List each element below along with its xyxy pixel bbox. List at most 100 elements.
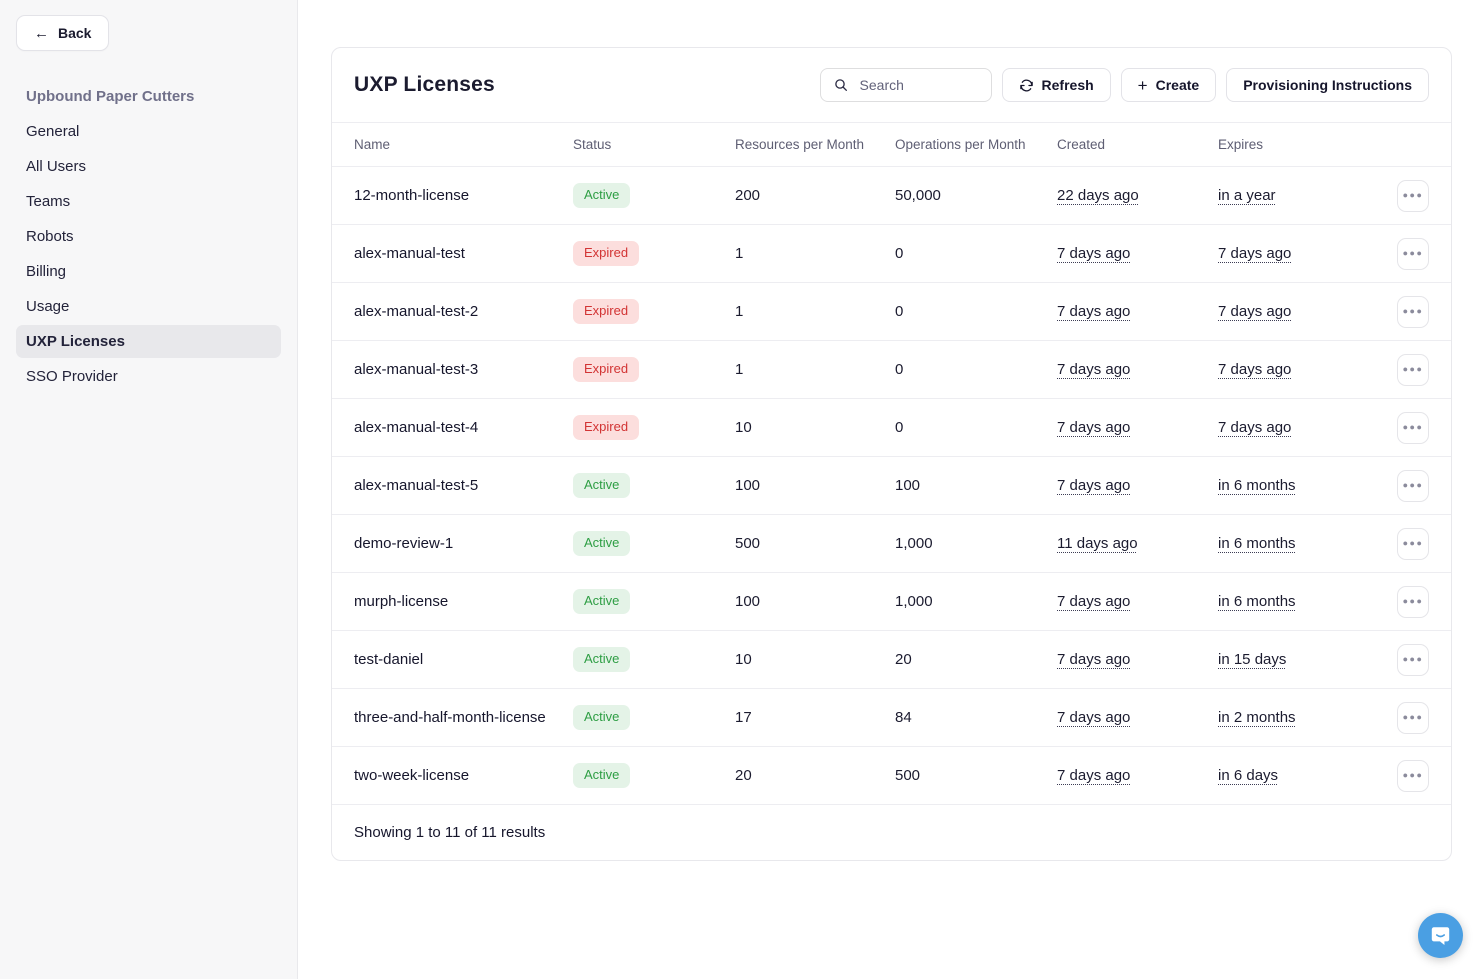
table-body: 12-month-license Active 200 50,000 22 days a…	[332, 167, 1451, 805]
chat-launcher-button[interactable]	[1418, 913, 1463, 958]
expires-cell: in 2 months	[1218, 709, 1383, 726]
back-button[interactable]: ← Back	[16, 15, 110, 51]
refresh-button-label: Refresh	[1041, 77, 1094, 93]
sidebar-item-billing[interactable]: Billing	[26, 263, 67, 280]
status-badge: Active	[573, 647, 631, 672]
status-badge: Active	[573, 705, 631, 730]
created-timestamp: 7 days ago	[1057, 767, 1131, 784]
expires-cell: 7 days ago	[1218, 419, 1383, 436]
created-timestamp: 7 days ago	[1057, 593, 1131, 610]
operations-per-month: 0	[895, 361, 904, 378]
licenses-card: UXP Licenses	[331, 47, 1452, 861]
license-name: murph-license	[354, 593, 449, 610]
created-cell: 7 days ago	[1057, 767, 1218, 784]
created-timestamp: 22 days ago	[1057, 187, 1139, 204]
status-cell: Expired	[573, 415, 735, 440]
resources-per-month: 100	[735, 593, 761, 610]
search-box[interactable]	[819, 68, 992, 102]
status-cell: Active	[573, 763, 735, 788]
back-button-label: Back	[58, 25, 92, 41]
column-header: Status	[573, 137, 612, 152]
main-content: UXP Licenses	[298, 0, 1484, 979]
license-name: alex-manual-test-3	[354, 361, 479, 378]
expires-timestamp: 7 days ago	[1218, 245, 1292, 262]
column-header: Resources per Month	[735, 137, 865, 152]
operations-per-month: 0	[895, 245, 904, 262]
row-actions-button[interactable]: ●●●	[1397, 701, 1429, 734]
created-timestamp: 7 days ago	[1057, 361, 1131, 378]
plus-icon: +	[1137, 75, 1148, 95]
expires-cell: in 6 days	[1218, 767, 1383, 784]
license-name: three-and-half-month-license	[354, 709, 546, 726]
status-badge: Expired	[573, 357, 640, 382]
org-name: Upbound Paper Cutters	[26, 88, 195, 105]
row-actions-button[interactable]: ●●●	[1397, 585, 1429, 618]
created-cell: 7 days ago	[1057, 419, 1218, 436]
sidebar-item-sso-provider[interactable]: SSO Provider	[26, 368, 118, 385]
table-row: murph-license Active 100 1,000 7 days ago in …	[332, 573, 1451, 631]
sidebar-item-usage[interactable]: Usage	[26, 298, 70, 315]
search-icon	[833, 77, 849, 93]
column-header: Created	[1057, 137, 1106, 152]
row-actions-button[interactable]: ●●●	[1397, 643, 1429, 676]
sidebar-item-all-users[interactable]: All Users	[26, 158, 87, 175]
expires-timestamp: in 6 days	[1218, 767, 1279, 784]
table-header-row: Name Status Resources per Month Operations …	[332, 123, 1451, 167]
sidebar: ← Back Upbound Paper Cutters General All …	[0, 0, 298, 979]
sidebar-item-general[interactable]: General	[26, 123, 80, 140]
status-cell: Active	[573, 705, 735, 730]
created-cell: 7 days ago	[1057, 245, 1218, 262]
created-cell: 7 days ago	[1057, 477, 1218, 494]
status-badge: Expired	[573, 299, 640, 324]
expires-timestamp: in 6 months	[1218, 477, 1296, 494]
expires-cell: in 6 months	[1218, 477, 1383, 494]
table-row: 12-month-license Active 200 50,000 22 days a…	[332, 167, 1451, 225]
expires-timestamp: in a year	[1218, 187, 1276, 204]
created-timestamp: 11 days ago	[1057, 535, 1138, 552]
row-actions-button[interactable]: ●●●	[1397, 295, 1429, 328]
row-actions-button[interactable]: ●●●	[1397, 411, 1429, 444]
created-cell: 22 days ago	[1057, 187, 1218, 204]
expires-timestamp: in 2 months	[1218, 709, 1296, 726]
resources-per-month: 1	[735, 245, 744, 262]
search-input[interactable]	[857, 76, 979, 94]
sidebar-item-teams[interactable]: Teams	[26, 193, 71, 210]
table-row: alex-manual-test-4 Expired 10 0 7 days ago 7 …	[332, 399, 1451, 457]
sidebar-item-robots[interactable]: Robots	[26, 228, 74, 245]
row-actions-button[interactable]: ●●●	[1397, 469, 1429, 502]
created-cell: 7 days ago	[1057, 593, 1218, 610]
sidebar-nav: General All Users Teams Robots Billing Usage U…	[16, 115, 281, 393]
row-actions-button[interactable]: ●●●	[1397, 759, 1429, 792]
status-badge: Active	[573, 531, 631, 556]
expires-cell: in 15 days	[1218, 651, 1383, 668]
created-cell: 7 days ago	[1057, 651, 1218, 668]
refresh-button[interactable]: Refresh	[1001, 68, 1111, 102]
create-button[interactable]: + Create	[1120, 68, 1217, 102]
expires-timestamp: in 6 months	[1218, 593, 1296, 610]
row-actions-button[interactable]: ●●●	[1397, 237, 1429, 270]
card-header: UXP Licenses	[332, 48, 1451, 123]
operations-per-month: 0	[895, 303, 904, 320]
created-timestamp: 7 days ago	[1057, 419, 1131, 436]
operations-per-month: 84	[895, 709, 912, 726]
status-badge: Active	[573, 473, 631, 498]
provisioning-instructions-button[interactable]: Provisioning Instructions	[1226, 68, 1429, 102]
expires-timestamp: in 6 months	[1218, 535, 1296, 552]
page-title: UXP Licenses	[354, 73, 495, 96]
table-row: two-week-license Active 20 500 7 days ago in …	[332, 747, 1451, 805]
status-cell: Active	[573, 589, 735, 614]
expires-timestamp: in 15 days	[1218, 651, 1287, 668]
expires-timestamp: 7 days ago	[1218, 361, 1292, 378]
operations-per-month: 20	[895, 651, 912, 668]
row-actions-button[interactable]: ●●●	[1397, 527, 1429, 560]
expires-timestamp: 7 days ago	[1218, 419, 1292, 436]
created-timestamp: 7 days ago	[1057, 709, 1131, 726]
provisioning-button-label: Provisioning Instructions	[1243, 77, 1412, 93]
created-cell: 11 days ago	[1057, 535, 1218, 552]
sidebar-item-uxp-licenses[interactable]: UXP Licenses	[16, 325, 281, 358]
row-actions-button[interactable]: ●●●	[1397, 179, 1429, 212]
created-timestamp: 7 days ago	[1057, 651, 1131, 668]
row-actions-button[interactable]: ●●●	[1397, 353, 1429, 386]
license-name: alex-manual-test-5	[354, 477, 479, 494]
resources-per-month: 1	[735, 303, 744, 320]
